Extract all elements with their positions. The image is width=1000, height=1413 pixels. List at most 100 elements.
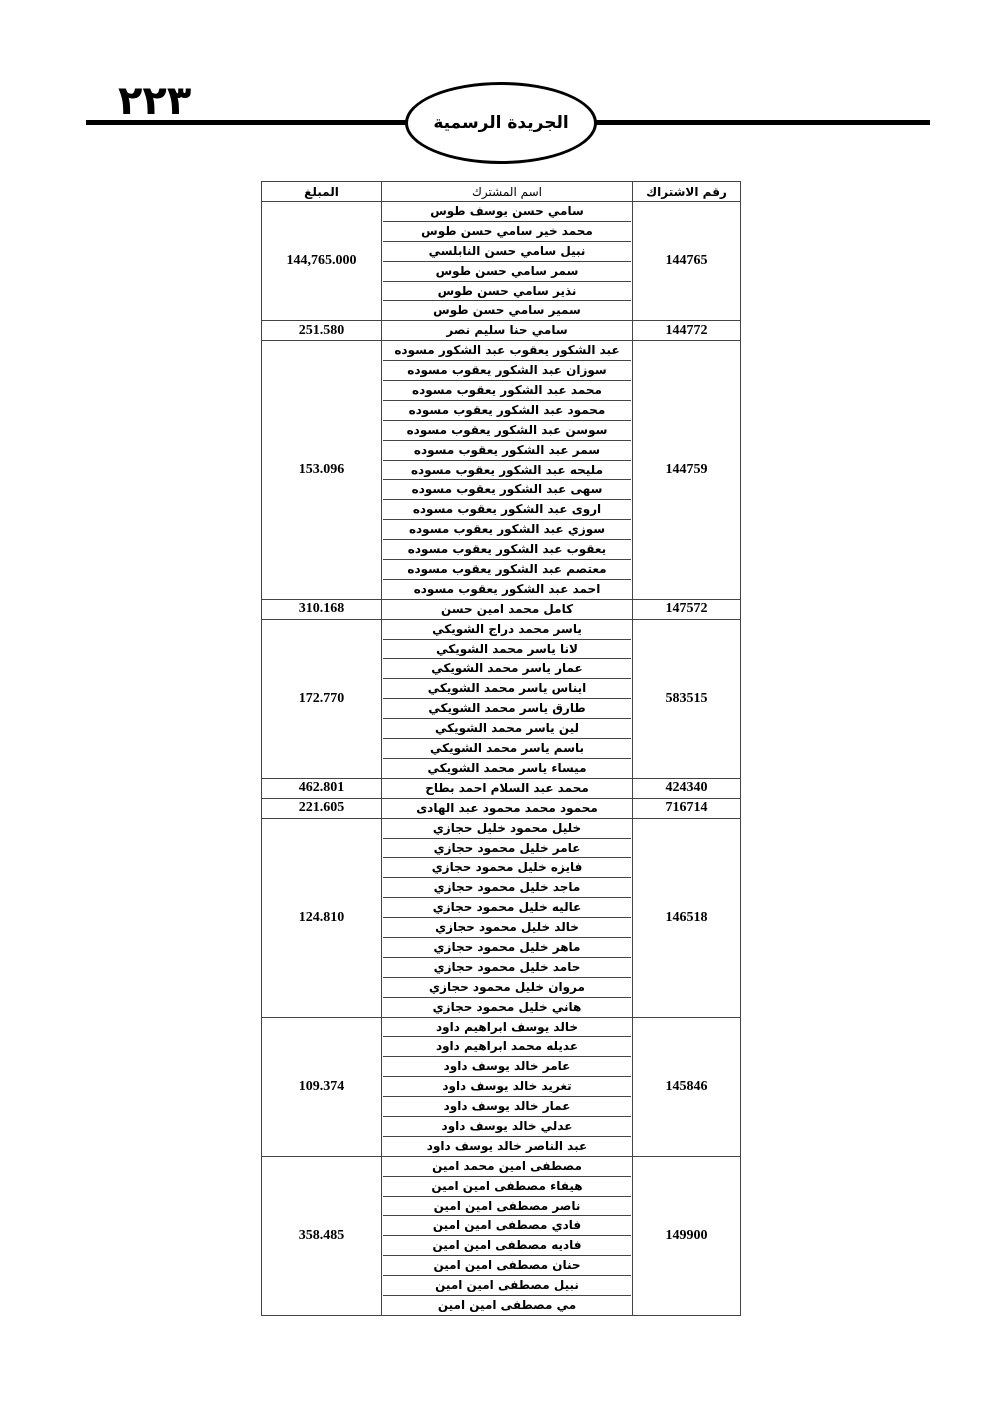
names-cell: سامي حسن يوسف طوس محمد خير سامي حسن طوس نب… [382, 202, 633, 321]
page-number: ٢٢٣ [118, 78, 192, 124]
subscriber-name: ايناس ياسر محمد الشويكي [383, 678, 631, 698]
subscriber-name: عامر خليل محمود حجازي [383, 837, 631, 858]
subscriber-name: لين ياسر محمد الشويكي [383, 718, 631, 738]
amount-cell: 109.374 [262, 1017, 382, 1156]
subscriber-name: مروان خليل محمود حجازي [383, 976, 631, 997]
table-row: 172.770 ياسر محمد دراج الشويكي لانا ياسر م… [262, 618, 740, 778]
names-cell: مصطفى امين محمد امين هيفاء مصطفى امين امي… [382, 1156, 633, 1315]
table-row: 310.168 كامل محمد امين حسن 147572 [262, 598, 740, 619]
subscriber-name: ناصر مصطفى امين امين [383, 1195, 631, 1216]
publication-title-oval: الجريدة الرسمية [405, 82, 597, 164]
names-cell: كامل محمد امين حسن [382, 599, 633, 619]
subscriber-name: فايزه خليل محمود حجازي [383, 857, 631, 877]
subscriber-name: عمار خالد يوسف داود [383, 1096, 631, 1116]
subscriber-name: مي مصطفى امين امين [383, 1294, 631, 1315]
subscriber-name: فادي مصطفى امين امين [383, 1215, 631, 1235]
subscription-number-cell: 424340 [665, 780, 708, 796]
subscriber-name: خالد خليل محمود حجازي [383, 917, 631, 937]
table-row: 462.801 محمد عبد السلام احمد بطاح 424340 [262, 777, 740, 798]
subscriber-name: سامي حنا سليم نصر [446, 323, 568, 338]
subscriber-name: سوزان عبد الشكور يعقوب مسوده [383, 360, 631, 380]
subscription-number-cell: 144759 [665, 462, 708, 478]
amount-cell: 124.810 [262, 818, 382, 1017]
subscription-number-cell: 716714 [665, 800, 708, 816]
table-row: 153.096 عبد الشكور يعقوب عبد الشكور مسوده… [262, 340, 740, 599]
subscription-number-cell: 144772 [665, 322, 708, 338]
subscriber-name: عاليه خليل محمود حجازي [383, 897, 631, 917]
subscriber-name: محمود محمد محمود عبد الهادى [416, 800, 598, 815]
subscription-number-cell: 149900 [665, 1227, 708, 1243]
subscriber-name: ماجد خليل محمود حجازي [383, 877, 631, 897]
subscription-number-cell: 145846 [665, 1078, 708, 1094]
subscriber-name: سامي حسن يوسف طوس [430, 204, 584, 218]
subscriber-name: طارق ياسر محمد الشويكي [383, 698, 631, 718]
table-header-row: المبلغ اسم المشترك رقم الاشتراك [262, 182, 740, 201]
subscriber-name: سوزي عبد الشكور يعقوب مسوده [383, 519, 631, 539]
names-cell: خالد يوسف ابراهيم داود عديله محمد ابراهيم… [382, 1017, 633, 1156]
amount-cell: 172.770 [262, 619, 382, 778]
table-row: 221.605 محمود محمد محمود عبد الهادى 716714 [262, 797, 740, 818]
subscriber-name: خالد يوسف ابراهيم داود [436, 1019, 578, 1034]
subscriber-name: سهى عبد الشكور يعقوب مسوده [383, 479, 631, 499]
subscription-number-cell: 583515 [665, 690, 708, 706]
table-row: 144,765.000 سامي حسن يوسف طوس محمد خير سام… [262, 201, 740, 321]
subscriber-name: سوسن عبد الشكور يعقوب مسوده [383, 419, 631, 440]
subscriber-name: عبد الناصر خالد يوسف داود [383, 1135, 631, 1156]
names-cell: محمود محمد محمود عبد الهادى [382, 798, 633, 818]
names-cell: ياسر محمد دراج الشويكي لانا ياسر محمد الش… [382, 619, 633, 778]
column-header-amount: المبلغ [262, 182, 382, 201]
subscriber-name: تغريد خالد يوسف داود [383, 1076, 631, 1096]
names-cell: عبد الشكور يعقوب عبد الشكور مسوده سوزان ع… [382, 341, 633, 599]
subscriber-name: عمار ياسر محمد الشويكي [383, 658, 631, 678]
subscription-number-cell: 146518 [665, 909, 708, 925]
subscriber-name: سمير سامي حسن طوس [383, 300, 631, 320]
subscriber-name: عديله محمد ابراهيم داود [383, 1036, 631, 1056]
table-row: 124.810 خليل محمود خليل حجازي عامر خليل مح… [262, 817, 740, 1017]
subscription-number-cell: 144765 [665, 253, 708, 269]
amount-cell: 153.096 [262, 341, 382, 599]
subscriber-name: عدلي خالد يوسف داود [383, 1115, 631, 1136]
names-cell: سامي حنا سليم نصر [382, 321, 633, 341]
table-row: 251.580 سامي حنا سليم نصر 144772 [262, 320, 740, 341]
subscriber-name: لانا ياسر محمد الشويكي [383, 638, 631, 659]
amount-cell: 310.168 [262, 599, 382, 619]
subscriber-name: محمود عبد الشكور يعقوب مسوده [383, 399, 631, 420]
subscriber-name: محمد عبد السلام احمد بطاح [425, 780, 589, 795]
subscriber-name: باسم ياسر محمد الشويكي [383, 738, 631, 758]
subscriber-name: احمد عبد الشكور يعقوب مسوده [383, 578, 631, 599]
subscriber-name: عبد الشكور يعقوب عبد الشكور مسوده [394, 343, 620, 358]
amount-cell: 251.580 [262, 321, 382, 341]
table-row: 358.485 مصطفى امين محمد امين هيفاء مصطفى ا… [262, 1155, 740, 1315]
subscriber-name: نبيل مصطفى امين امين [383, 1275, 631, 1295]
subscriber-name: كامل محمد امين حسن [440, 601, 574, 616]
subscriber-name: سمر عبد الشكور يعقوب مسوده [383, 439, 631, 460]
subscriber-name: ميساء ياسر محمد الشويكي [383, 757, 631, 778]
subscriber-name: حامد خليل محمود حجازي [383, 956, 631, 977]
subscriber-name: سمر سامي حسن طوس [383, 260, 631, 281]
amount-cell: 462.801 [262, 778, 382, 798]
names-cell: خليل محمود خليل حجازي عامر خليل محمود حجا… [382, 818, 633, 1017]
subscriber-name: محمد عبد الشكور يعقوب مسوده [383, 380, 631, 400]
subscriber-name: محمد خير سامي حسن طوس [383, 220, 631, 241]
subscriber-name: نذير سامي حسن طوس [383, 280, 631, 301]
amount-cell: 144,765.000 [262, 202, 382, 321]
column-header-subscription: رقم الاشتراك [646, 184, 727, 199]
table-row: 109.374 خالد يوسف ابراهيم داود عديله محمد … [262, 1016, 740, 1156]
subscriber-name: مصطفى امين محمد امين [432, 1158, 582, 1173]
subscriber-name: ياسر محمد دراج الشويكي [432, 621, 582, 636]
subscription-number-cell: 147572 [665, 601, 708, 617]
subscriber-name: هيفاء مصطفى امين امين [383, 1175, 631, 1196]
amount-cell: 358.485 [262, 1156, 382, 1315]
publication-title: الجريدة الرسمية [433, 113, 569, 133]
subscriber-name: خليل محمود خليل حجازي [432, 820, 582, 835]
subscriber-name: اروى عبد الشكور يعقوب مسوده [383, 499, 631, 519]
subscriber-name: حنان مصطفى امين امين [383, 1255, 631, 1275]
names-cell: محمد عبد السلام احمد بطاح [382, 778, 633, 798]
subscriber-name: نبيل سامي حسن النابلسي [383, 240, 631, 261]
subscriber-name: مليحه عبد الشكور يعقوب مسوده [383, 459, 631, 480]
amount-cell: 221.605 [262, 798, 382, 818]
subscriber-name: هاني خليل محمود حجازي [383, 996, 631, 1017]
subscriber-name: يعقوب عبد الشكور يعقوب مسوده [383, 539, 631, 559]
subscribers-table: المبلغ اسم المشترك رقم الاشتراك 144,765.… [261, 181, 741, 1316]
subscriber-name: عامر خالد يوسف داود [383, 1056, 631, 1076]
